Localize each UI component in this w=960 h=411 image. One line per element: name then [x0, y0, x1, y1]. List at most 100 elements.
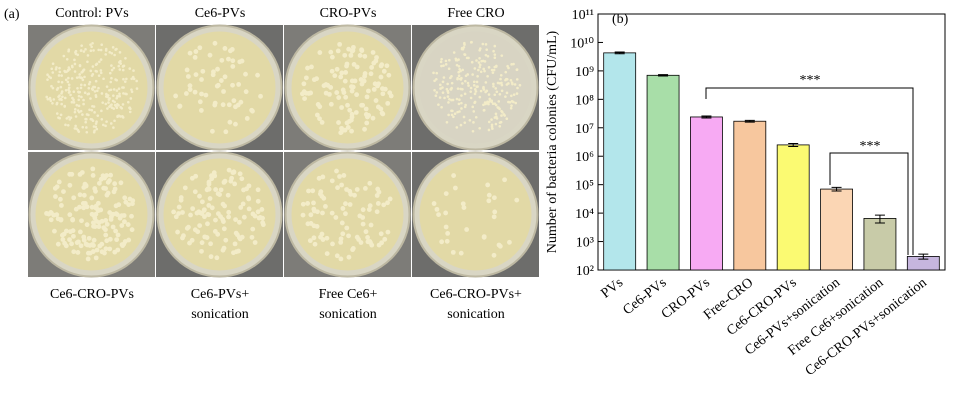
colony	[227, 119, 233, 125]
colony	[311, 200, 316, 206]
colony	[47, 75, 51, 78]
colony	[81, 192, 87, 198]
colony	[187, 87, 193, 92]
colony	[115, 96, 119, 100]
colony	[180, 210, 185, 215]
colony	[93, 203, 99, 209]
colony	[515, 68, 519, 71]
colony	[467, 84, 470, 87]
colony	[439, 83, 442, 87]
colony	[347, 202, 353, 207]
colony	[91, 237, 97, 243]
colony	[104, 124, 107, 128]
colony	[107, 210, 113, 215]
colony	[110, 52, 114, 55]
colony	[125, 222, 131, 227]
colony	[476, 85, 479, 88]
colony	[103, 218, 109, 223]
colony	[178, 197, 184, 203]
colony	[114, 104, 118, 108]
colony	[107, 236, 113, 242]
colony	[220, 201, 226, 207]
colony	[345, 125, 351, 130]
colony	[50, 67, 54, 71]
colony	[233, 121, 238, 127]
colony	[500, 54, 504, 57]
colony	[176, 204, 182, 210]
colony	[469, 41, 473, 44]
colony	[512, 62, 515, 66]
colony	[130, 90, 134, 94]
colony	[368, 71, 374, 77]
colony	[329, 54, 335, 60]
colony	[380, 91, 386, 97]
colony	[118, 61, 121, 64]
colony	[468, 118, 472, 122]
colony	[510, 63, 513, 66]
colony	[71, 249, 77, 255]
colony	[497, 106, 500, 110]
colony	[240, 201, 246, 207]
dish-label: Ce6-CRO-PVs	[50, 287, 134, 302]
colony	[67, 66, 71, 69]
colony	[106, 107, 109, 110]
colony	[221, 89, 226, 94]
error-bar	[788, 143, 799, 147]
colony	[192, 54, 198, 60]
colony	[505, 91, 509, 95]
colony	[237, 59, 243, 65]
colony	[64, 123, 67, 127]
colony	[99, 58, 103, 61]
colony	[100, 117, 104, 121]
colony	[63, 96, 67, 100]
bar	[603, 52, 637, 271]
colony	[49, 99, 53, 103]
colony	[54, 67, 58, 71]
colony	[82, 98, 85, 102]
colony	[93, 85, 97, 89]
colony	[78, 73, 81, 76]
colony	[171, 209, 177, 215]
colony	[226, 102, 232, 108]
y-tick-label: 10⁴	[575, 207, 594, 222]
colony	[230, 82, 235, 88]
colony	[71, 233, 76, 239]
colony	[492, 49, 495, 53]
colony	[113, 211, 119, 217]
colony	[347, 107, 353, 113]
colony	[110, 106, 114, 109]
colony	[446, 91, 450, 94]
colony	[459, 123, 463, 127]
colony	[378, 106, 384, 112]
colony	[303, 75, 309, 81]
colony	[45, 95, 49, 99]
colony	[320, 174, 326, 180]
colony	[109, 122, 113, 125]
dish-label: Ce6-PVs+	[191, 287, 250, 302]
colony	[130, 77, 133, 81]
colony	[351, 62, 357, 67]
colony	[346, 46, 352, 52]
colony	[220, 102, 226, 108]
colony	[354, 234, 360, 240]
colony	[457, 74, 461, 78]
colony	[255, 198, 261, 204]
colony	[231, 169, 237, 175]
colony	[349, 78, 355, 84]
colony	[60, 237, 66, 242]
colony	[446, 82, 449, 86]
colony	[479, 89, 483, 93]
colony	[226, 209, 232, 215]
colony	[192, 189, 198, 195]
colony	[339, 70, 345, 76]
colony	[336, 120, 341, 125]
colony	[122, 219, 127, 225]
colony	[314, 112, 320, 118]
colony	[494, 103, 498, 107]
colony	[486, 74, 489, 78]
colony	[367, 180, 373, 186]
colony	[52, 98, 56, 101]
colony	[61, 95, 64, 99]
colony	[334, 253, 340, 259]
